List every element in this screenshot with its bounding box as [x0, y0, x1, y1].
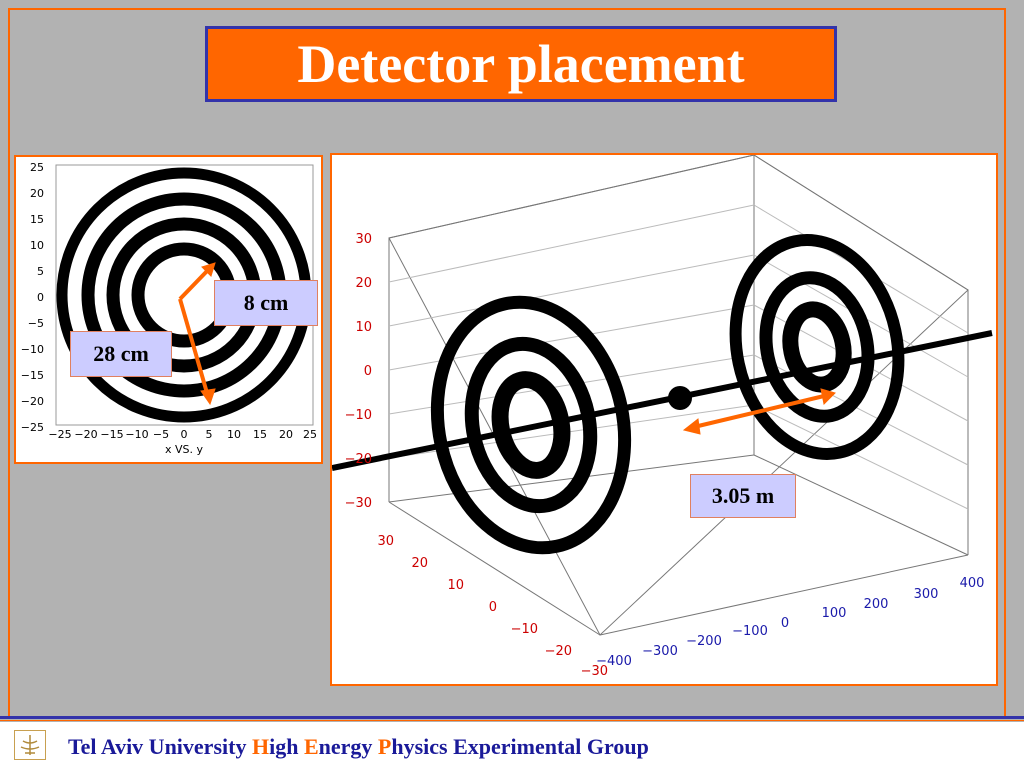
ring-right-inner — [782, 301, 852, 393]
long-tick: 400 — [960, 576, 985, 591]
depth-tick: 20 — [411, 556, 428, 571]
distance-arrow-head-left — [682, 418, 701, 435]
z-tick: 0 — [364, 364, 372, 379]
box-edge — [599, 554, 969, 636]
x-tick: −20 — [74, 428, 97, 441]
grid-line — [388, 254, 755, 327]
footer-rule-orange — [0, 720, 1024, 721]
box-edge — [388, 454, 755, 503]
axis-caption: x VS. y — [165, 443, 204, 456]
long-tick: −300 — [642, 644, 678, 659]
beam-line — [332, 330, 993, 471]
z-tick: −20 — [345, 452, 372, 467]
ring-right-outer — [729, 234, 905, 460]
x-tick: 20 — [279, 428, 293, 441]
z-tick: −30 — [345, 496, 372, 511]
box-edge — [388, 501, 601, 636]
y-tick: −5 — [28, 317, 44, 330]
footer-highlight-p: P — [377, 734, 392, 759]
long-tick: 200 — [864, 597, 889, 612]
label-28cm: 28 cm — [70, 331, 172, 377]
y-tick: 0 — [37, 291, 44, 304]
footer-rule-blue — [0, 716, 1024, 719]
x-tick: 5 — [206, 428, 213, 441]
grid-line — [388, 204, 755, 283]
distance-arrow — [682, 388, 836, 435]
y-tick: −10 — [21, 343, 44, 356]
slide-title: Detector placement — [297, 34, 745, 94]
y-tick: 15 — [30, 213, 44, 226]
grid-line — [753, 404, 969, 510]
distance-arrow-head-right — [820, 388, 836, 406]
footer-text-part: igh — [269, 734, 304, 759]
x-tick: −15 — [100, 428, 123, 441]
depth-tick: 10 — [447, 578, 464, 593]
arrow-8cm-head — [201, 262, 216, 277]
z-tick: 30 — [355, 232, 372, 247]
y-tick: −25 — [21, 421, 44, 434]
label-8cm: 8 cm — [214, 280, 318, 326]
university-logo-icon — [14, 730, 46, 760]
y-tick: 20 — [30, 187, 44, 200]
y-tick: 25 — [30, 161, 44, 174]
long-tick: −200 — [686, 634, 722, 649]
depth-tick: −30 — [581, 664, 608, 679]
interaction-point — [668, 386, 692, 410]
footer-text: Tel Aviv University High Energy Physics … — [68, 734, 649, 760]
long-tick: −100 — [732, 624, 768, 639]
y-tick: −20 — [21, 395, 44, 408]
x-tick: 0 — [181, 428, 188, 441]
z-tick: −10 — [345, 408, 372, 423]
radius-arrows — [178, 262, 216, 406]
footer-text-part: nergy — [318, 734, 378, 759]
arrow-8cm — [178, 267, 211, 301]
footer-highlight-h: H — [251, 734, 270, 759]
x-tick: 15 — [253, 428, 267, 441]
xy-plot-panel: 25 20 15 10 5 0 −5 −10 −15 −20 −25 −25 −… — [14, 155, 323, 464]
x-tick: −10 — [125, 428, 148, 441]
placement-3d-panel: 30 20 10 0 −10 −20 −30 30 20 10 0 −10 −2… — [330, 153, 998, 686]
z-tick: 20 — [355, 276, 372, 291]
ring-right-mid — [759, 271, 875, 423]
y-tick: 5 — [37, 265, 44, 278]
y-tick: −15 — [21, 369, 44, 382]
depth-tick: −20 — [545, 644, 572, 659]
logo-emblem-icon — [20, 735, 40, 755]
long-tick: 100 — [822, 606, 847, 621]
footer-text-part: hysics Experimental Group — [391, 734, 649, 759]
footer-text-part: Tel Aviv University — [68, 734, 252, 759]
long-tick: 300 — [914, 587, 939, 602]
long-tick: −400 — [596, 654, 632, 669]
depth-tick: −10 — [511, 622, 538, 637]
box-edge — [753, 155, 969, 291]
depth-tick: 30 — [377, 534, 394, 549]
long-tick: 0 — [781, 616, 789, 631]
long-axis-ticks: −400 −300 −200 −100 0 100 200 300 400 — [596, 576, 984, 669]
depth-tick: 0 — [489, 600, 497, 615]
z-tick: 10 — [355, 320, 372, 335]
x-tick: −25 — [48, 428, 71, 441]
box-edge — [753, 454, 969, 556]
footer-highlight-e: E — [303, 734, 319, 759]
y-axis-ticks: 25 20 15 10 5 0 −5 −10 −15 −20 −25 — [21, 161, 44, 434]
box-edge — [388, 155, 755, 239]
label-distance: 3.05 m — [690, 474, 796, 518]
title-box: Detector placement — [205, 26, 837, 102]
z-axis-ticks: 30 20 10 0 −10 −20 −30 — [345, 232, 372, 511]
distance-arrow-line — [693, 394, 825, 429]
y-tick: 10 — [30, 239, 44, 252]
arrow-28cm-head — [200, 388, 216, 406]
x-tick: 25 — [303, 428, 317, 441]
placement-3d-svg: 30 20 10 0 −10 −20 −30 30 20 10 0 −10 −2… — [332, 155, 993, 679]
arrow-28cm — [178, 298, 209, 394]
footer: Tel Aviv University High Energy Physics … — [0, 722, 1024, 768]
detector-right — [729, 234, 905, 460]
x-tick: −5 — [153, 428, 169, 441]
grid-line — [388, 404, 755, 459]
x-tick: 10 — [227, 428, 241, 441]
depth-axis-ticks: 30 20 10 0 −10 −20 −30 — [377, 534, 608, 679]
x-axis-ticks: −25 −20 −15 −10 −5 0 5 10 15 20 25 — [48, 428, 317, 441]
